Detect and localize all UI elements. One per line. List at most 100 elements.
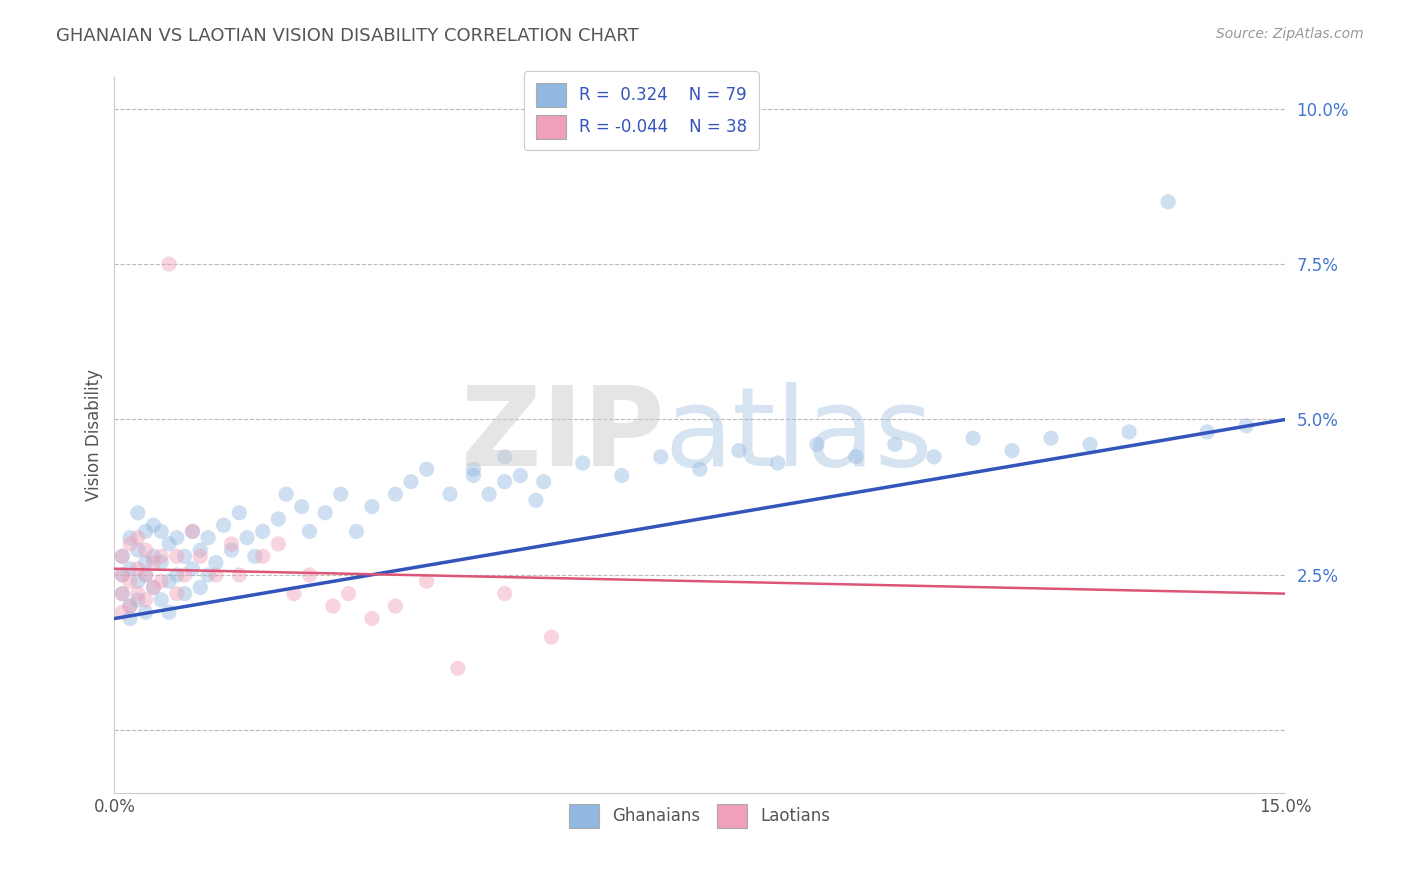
Point (361, 500, 384, 514)
Point (337, 587, 360, 601)
Point (540, 630, 562, 644)
Point (922, 450, 945, 464)
Point (118, 611, 141, 625)
Point (150, 549, 173, 564)
Point (111, 568, 134, 582)
Point (962, 431, 984, 445)
Point (689, 462, 711, 476)
Point (494, 475, 516, 489)
Point (221, 537, 243, 551)
Point (111, 549, 134, 564)
Point (298, 568, 321, 582)
Point (322, 599, 344, 613)
Point (766, 456, 789, 470)
Point (276, 487, 298, 501)
Point (135, 605, 157, 619)
Point (118, 599, 141, 613)
Point (135, 568, 157, 582)
Point (806, 437, 828, 451)
Point (1118, 425, 1140, 439)
Point (127, 543, 149, 558)
Point (384, 599, 406, 613)
Point (205, 568, 228, 582)
Point (150, 524, 173, 539)
Point (118, 574, 141, 589)
Point (142, 581, 165, 595)
Point (157, 537, 180, 551)
Point (197, 531, 219, 545)
Point (494, 587, 516, 601)
Point (127, 574, 149, 589)
Point (1234, 418, 1257, 433)
Point (1040, 431, 1063, 445)
Point (1078, 437, 1101, 451)
Point (111, 549, 134, 564)
Point (205, 556, 228, 570)
Point (127, 592, 149, 607)
Point (415, 462, 437, 476)
Point (344, 524, 367, 539)
Point (314, 506, 336, 520)
Point (142, 518, 165, 533)
Point (142, 549, 165, 564)
Point (118, 562, 141, 576)
Point (494, 450, 516, 464)
Point (267, 537, 290, 551)
Point (173, 568, 195, 582)
Point (267, 512, 290, 526)
Legend: Ghanaians, Laotians: Ghanaians, Laotians (562, 797, 837, 834)
Point (415, 574, 437, 589)
Point (845, 450, 868, 464)
Point (118, 537, 141, 551)
Point (127, 587, 149, 601)
Point (181, 562, 204, 576)
Point (173, 587, 195, 601)
Point (650, 450, 672, 464)
Point (111, 605, 134, 619)
Point (236, 531, 259, 545)
Point (252, 549, 274, 564)
Point (181, 524, 204, 539)
Point (135, 568, 157, 582)
Point (135, 524, 157, 539)
Point (150, 574, 173, 589)
Point (188, 543, 211, 558)
Point (283, 587, 305, 601)
Point (142, 556, 165, 570)
Point (166, 549, 188, 564)
Point (228, 568, 250, 582)
Point (135, 556, 157, 570)
Point (118, 599, 141, 613)
Point (610, 468, 633, 483)
Point (361, 611, 384, 625)
Point (135, 592, 157, 607)
Y-axis label: Vision Disability: Vision Disability (86, 369, 103, 501)
Point (135, 543, 157, 558)
Point (166, 568, 188, 582)
Text: atlas: atlas (665, 382, 934, 489)
Point (142, 581, 165, 595)
Point (571, 456, 593, 470)
Point (111, 587, 134, 601)
Point (478, 487, 501, 501)
Point (884, 437, 907, 451)
Point (150, 592, 173, 607)
Point (127, 562, 149, 576)
Point (399, 475, 422, 489)
Point (173, 549, 195, 564)
Point (509, 468, 531, 483)
Point (118, 531, 141, 545)
Point (524, 493, 547, 508)
Point (447, 661, 470, 675)
Point (150, 556, 173, 570)
Point (727, 443, 749, 458)
Point (127, 531, 149, 545)
Text: GHANAIAN VS LAOTIAN VISION DISABILITY CORRELATION CHART: GHANAIAN VS LAOTIAN VISION DISABILITY CO… (56, 27, 638, 45)
Point (157, 257, 180, 271)
Point (212, 518, 235, 533)
Text: Source: ZipAtlas.com: Source: ZipAtlas.com (1216, 27, 1364, 41)
Point (181, 524, 204, 539)
Point (157, 605, 180, 619)
Point (221, 543, 243, 558)
Point (298, 524, 321, 539)
